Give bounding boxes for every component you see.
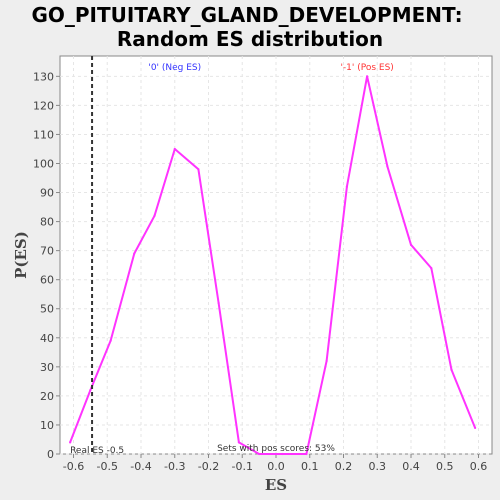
y-tick-label: 80: [40, 216, 54, 229]
y-tick-label: 20: [40, 390, 54, 403]
ticks-layer: -0.6 -0.5 -0.4 -0.3 -0.2 -0.1 0.0 0.1 0.2 0.3 0.4 0…: [33, 70, 487, 473]
data-point: [474, 426, 477, 429]
x-tick-label: 0.0: [267, 460, 285, 473]
y-tick-label: 40: [40, 332, 54, 345]
neg-es-annotation: '0' (Neg ES): [148, 63, 201, 73]
y-tick-label: 60: [40, 274, 54, 287]
x-axis-label: ES: [265, 476, 287, 494]
y-tick-label: 100: [33, 157, 54, 170]
x-tick-label: -0.2: [198, 460, 219, 473]
x-tick-label: -0.4: [130, 460, 151, 473]
chart-title-line1: GO_PITUITARY_GLAND_DEVELOPMENT:: [31, 3, 462, 27]
es-distribution-series-line: [69, 75, 477, 455]
x-tick-label: 0.3: [369, 460, 387, 473]
sets-pos-scores-annotation: Sets with pos scores: 53%: [217, 444, 335, 454]
data-point: [69, 441, 72, 444]
y-tick-label: 10: [40, 419, 54, 432]
data-point: [197, 168, 200, 171]
y-tick-label: 130: [33, 70, 54, 83]
data-point: [409, 243, 413, 246]
data-point: [325, 359, 328, 363]
data-point: [153, 214, 156, 217]
x-tick-label: -0.6: [63, 460, 84, 473]
data-point: [109, 339, 112, 342]
x-tick-label: 0.5: [436, 460, 454, 473]
real-es-annotation: Real ES -0.5: [70, 446, 124, 456]
data-point: [430, 266, 433, 270]
data-point: [281, 452, 284, 456]
data-point: [366, 75, 369, 78]
y-tick-label: 110: [33, 128, 54, 141]
data-point: [258, 452, 261, 456]
data-point: [173, 147, 176, 151]
data-point: [237, 441, 240, 444]
x-tick-label: 0.1: [301, 460, 319, 473]
x-tick-label: -0.1: [232, 460, 253, 473]
x-tick-label: 0.4: [402, 460, 420, 473]
y-tick-label: 90: [40, 187, 54, 200]
series-layer: [69, 75, 477, 456]
chart-title-line2: Random ES distribution: [117, 27, 383, 51]
y-tick-label: 30: [40, 361, 54, 374]
data-point: [305, 452, 308, 456]
data-point: [450, 368, 453, 371]
y-axis-label: P(ES): [12, 231, 30, 279]
y-tick-label: 50: [40, 303, 54, 316]
grid-layer: [60, 56, 492, 455]
y-tick-label: 0: [47, 448, 54, 461]
x-tick-label: 0.2: [335, 460, 353, 473]
x-tick-label: 0.6: [470, 460, 488, 473]
x-tick-label: -0.3: [164, 460, 185, 473]
data-point: [217, 301, 220, 305]
x-tick-label: -0.5: [97, 460, 118, 473]
y-tick-label: 120: [33, 99, 54, 112]
data-point: [89, 388, 92, 392]
data-point: [345, 185, 348, 188]
pos-es-annotation: '-1' (Pos ES): [340, 63, 393, 73]
data-point: [133, 252, 136, 255]
y-tick-label: 70: [40, 245, 54, 258]
data-point: [386, 165, 389, 168]
